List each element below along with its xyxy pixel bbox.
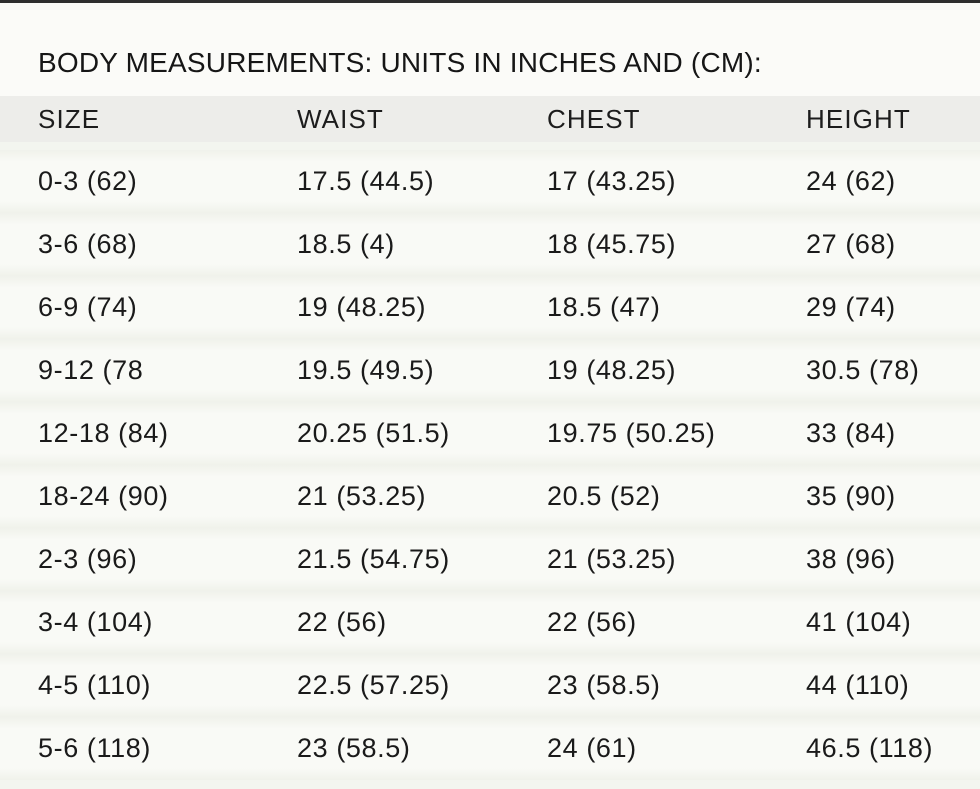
cell-waist: 22.5 (57.25)	[297, 670, 450, 700]
cell-size: 3-6 (68)	[38, 229, 138, 259]
cell-chest: 20.5 (52)	[547, 481, 661, 511]
cell-height: 30.5 (78)	[806, 355, 920, 385]
column-header-chest: CHEST	[547, 103, 641, 134]
cell-waist: 21 (53.25)	[297, 481, 427, 511]
table-row: 3-6 (68) 18.5 (4) 18 (45.75) 27 (68)	[0, 213, 980, 276]
cell-size: 6-9 (74)	[38, 292, 138, 322]
cell-height: 27 (68)	[806, 229, 896, 259]
cell-waist: 19.5 (49.5)	[297, 355, 435, 385]
cell-waist: 23 (58.5)	[297, 733, 411, 763]
cell-height: 38 (96)	[806, 544, 896, 574]
table-body: 0-3 (62) 17.5 (44.5) 17 (43.25) 24 (62) …	[0, 150, 980, 780]
table-row: 5-6 (118) 23 (58.5) 24 (61) 46.5 (118)	[0, 717, 980, 780]
table-row: 3-4 (104) 22 (56) 22 (56) 41 (104)	[0, 591, 980, 654]
cell-height: 35 (90)	[806, 481, 896, 511]
cell-waist: 21.5 (54.75)	[297, 544, 450, 574]
table-row: 2-3 (96) 21.5 (54.75) 21 (53.25) 38 (96)	[0, 528, 980, 591]
cell-height: 44 (110)	[806, 670, 910, 700]
table-row: 12-18 (84) 20.25 (51.5) 19.75 (50.25) 33…	[0, 402, 980, 465]
column-header-waist: WAIST	[297, 103, 384, 134]
column-header-size: SIZE	[38, 103, 101, 134]
cell-waist: 22 (56)	[297, 607, 387, 637]
cell-size: 4-5 (110)	[38, 670, 151, 700]
cell-chest: 18.5 (47)	[547, 292, 661, 322]
table-row: 9-12 (78 19.5 (49.5) 19 (48.25) 30.5 (78…	[0, 339, 980, 402]
cell-waist: 17.5 (44.5)	[297, 166, 435, 196]
table-row: 6-9 (74) 19 (48.25) 18.5 (47) 29 (74)	[0, 276, 980, 339]
cell-chest: 24 (61)	[547, 733, 637, 763]
column-header-height: HEIGHT	[806, 103, 911, 134]
table-row: 0-3 (62) 17.5 (44.5) 17 (43.25) 24 (62)	[0, 150, 980, 213]
cell-chest: 17 (43.25)	[547, 166, 677, 196]
cell-waist: 19 (48.25)	[297, 292, 427, 322]
cell-chest: 21 (53.25)	[547, 544, 677, 574]
cell-waist: 20.25 (51.5)	[297, 418, 450, 448]
cell-size: 9-12 (78	[38, 355, 144, 385]
cell-height: 29 (74)	[806, 292, 896, 322]
cell-size: 2-3 (96)	[38, 544, 138, 574]
cell-size: 3-4 (104)	[38, 607, 153, 637]
cell-height: 24 (62)	[806, 166, 896, 196]
cell-size: 0-3 (62)	[38, 166, 138, 196]
table-row: 18-24 (90) 21 (53.25) 20.5 (52) 35 (90)	[0, 465, 980, 528]
cell-size: 5-6 (118)	[38, 733, 151, 763]
cell-height: 33 (84)	[806, 418, 896, 448]
page-title: BODY MEASUREMENTS: UNITS IN INCHES AND (…	[38, 47, 762, 78]
table-header-row: SIZE WAIST CHEST HEIGHT	[0, 96, 980, 142]
cell-size: 12-18 (84)	[38, 418, 169, 448]
cell-height: 46.5 (118)	[806, 733, 934, 763]
cell-chest: 19.75 (50.25)	[547, 418, 716, 448]
table-row: 4-5 (110) 22.5 (57.25) 23 (58.5) 44 (110…	[0, 654, 980, 717]
cell-chest: 18 (45.75)	[547, 229, 677, 259]
cell-chest: 23 (58.5)	[547, 670, 661, 700]
cell-height: 41 (104)	[806, 607, 912, 637]
cell-size: 18-24 (90)	[38, 481, 169, 511]
top-edge-line	[0, 0, 980, 3]
cell-chest: 22 (56)	[547, 607, 637, 637]
cell-waist: 18.5 (4)	[297, 229, 395, 259]
title-background-zone	[0, 0, 980, 96]
cell-chest: 19 (48.25)	[547, 355, 677, 385]
